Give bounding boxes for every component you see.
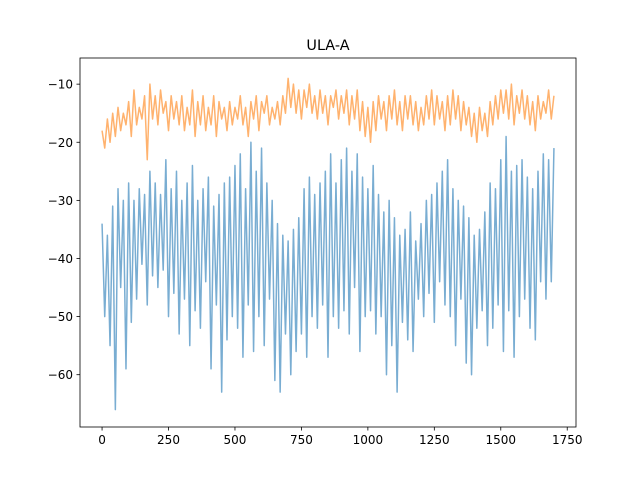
x-tick-label: 1500	[486, 433, 517, 447]
x-tick-label: 500	[224, 433, 247, 447]
y-tick-label: −50	[48, 310, 73, 324]
y-axis: −60 −50 −40 −30 −20 −10	[48, 78, 80, 382]
plot-area-frame	[79, 57, 577, 428]
y-tick-label: −10	[48, 78, 73, 92]
y-tick-label: −60	[48, 368, 73, 382]
x-tick-label: 750	[290, 433, 313, 447]
x-tick-label: 1750	[552, 433, 583, 447]
y-tick-label: −30	[48, 194, 73, 208]
x-axis: 0 250 500 750 1000 1250 1500 1750	[98, 427, 583, 447]
chart-title: ULA-A	[306, 38, 349, 54]
x-tick-label: 1000	[353, 433, 384, 447]
x-tick-label: 0	[98, 433, 106, 447]
x-tick-label: 250	[157, 433, 180, 447]
x-tick-label: 1250	[419, 433, 450, 447]
series-line-1	[101, 135, 555, 411]
series-line-2	[101, 77, 555, 161]
y-tick-label: −20	[48, 136, 73, 150]
y-tick-label: −40	[48, 252, 73, 266]
series-layer	[101, 77, 555, 411]
